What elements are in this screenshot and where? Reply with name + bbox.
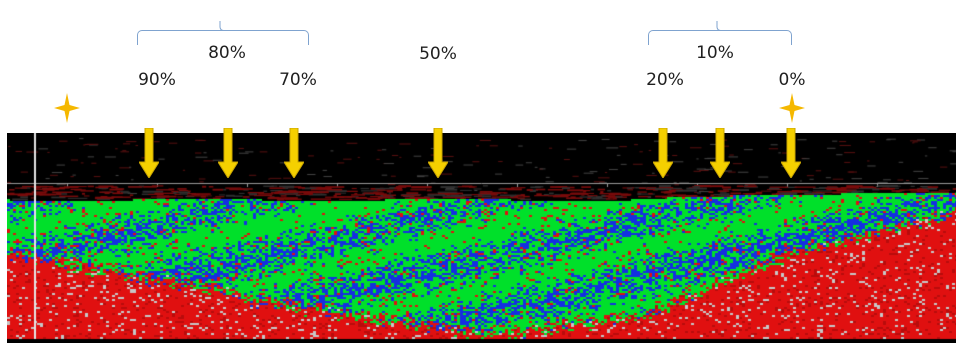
label-90: 90% bbox=[138, 70, 176, 90]
label-70: 70% bbox=[279, 70, 317, 90]
down-arrow-icon bbox=[653, 128, 673, 178]
down-arrow-icon bbox=[218, 128, 238, 178]
down-arrow-icon bbox=[284, 128, 304, 178]
label-80: 80% bbox=[208, 43, 246, 63]
star-icon bbox=[779, 93, 805, 123]
down-arrow-icon bbox=[428, 128, 448, 178]
label-50: 50% bbox=[419, 44, 457, 64]
label-20: 20% bbox=[646, 70, 684, 90]
down-arrow-icon bbox=[139, 128, 159, 178]
down-arrow-icon bbox=[781, 128, 801, 178]
label-10: 10% bbox=[696, 43, 734, 63]
bracket-10 bbox=[648, 21, 792, 45]
down-arrow-icon bbox=[710, 128, 730, 178]
label-0: 0% bbox=[778, 70, 806, 90]
bracket-80 bbox=[137, 21, 309, 45]
star-icon bbox=[54, 93, 80, 123]
